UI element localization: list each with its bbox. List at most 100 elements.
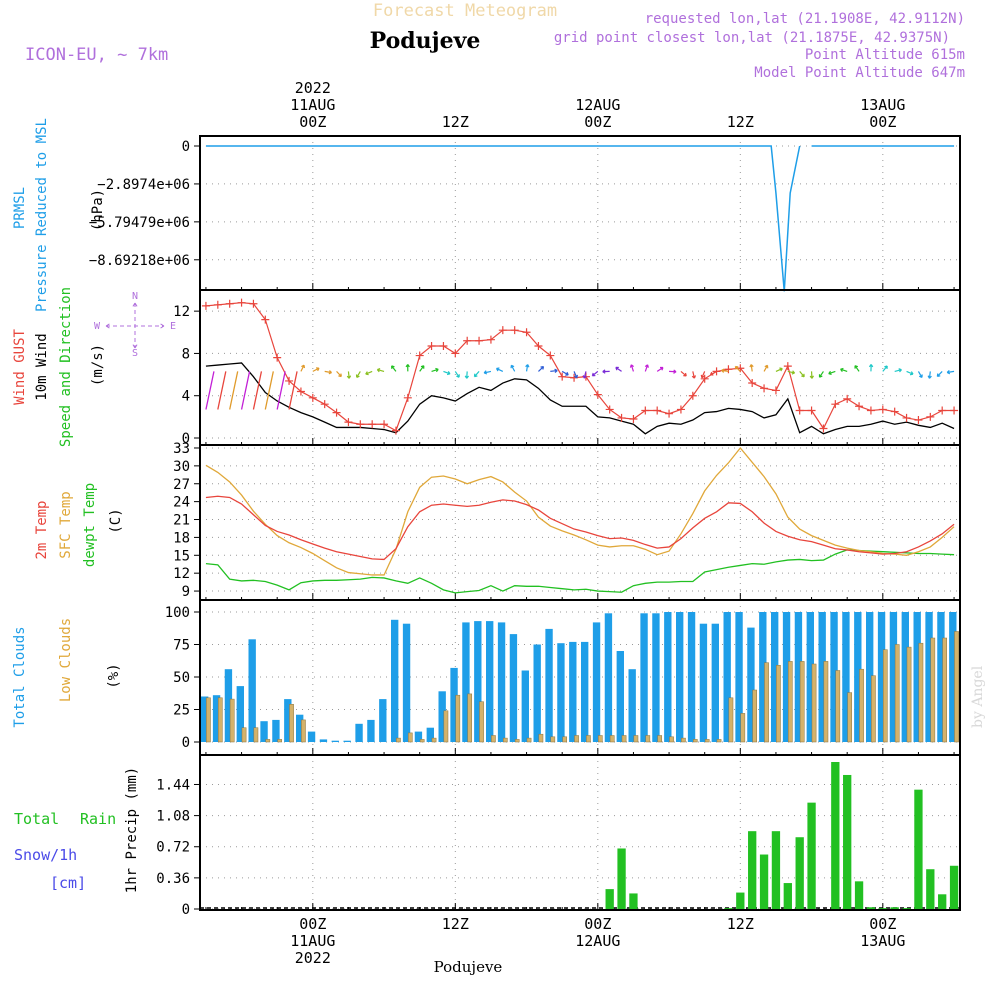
wind-gust-marker (617, 413, 626, 422)
clouds-label-low: Low Clouds (58, 618, 74, 702)
time-label-bottom: 2022 (295, 949, 331, 967)
wind-direction-arrow (894, 368, 902, 373)
total-cloud-bar (818, 612, 826, 742)
wind-gust-marker (498, 326, 507, 335)
wind-direction-arrow (775, 367, 783, 372)
low-cloud-bar (752, 689, 757, 743)
pressure-label-prmsl: PRMSL (12, 187, 28, 229)
wind-ytick-label: 12 (173, 304, 190, 320)
wind-gust-marker (534, 342, 543, 351)
temp-unit: (C) (108, 508, 124, 533)
wind-gust-marker (296, 387, 305, 396)
wind-gust-marker (380, 420, 389, 429)
wind-direction-arrow (276, 371, 286, 410)
total-cloud-bar (331, 740, 339, 742)
wind-gust-line (205, 302, 955, 432)
wind-gust-marker (878, 405, 887, 414)
time-axis-top: 202211AUG00Z12Z12AUG00Z12Z13AUG00Z12Z (290, 79, 905, 131)
low-cloud-bar (491, 735, 496, 743)
wind-direction-arrow (240, 371, 251, 410)
wind-gust-marker (665, 409, 674, 418)
pressure-ytick-label: −8.69218e+06 (89, 253, 190, 269)
total-cloud-bar (486, 621, 494, 742)
rain-bar (748, 831, 757, 909)
clouds-label-total: Total Clouds (12, 626, 28, 727)
precip-label-total: Total (14, 810, 59, 828)
total-cloud-bar (272, 719, 280, 742)
rain-bar (914, 789, 923, 909)
time-label-top: 12Z (442, 113, 469, 131)
low-cloud-bar (906, 646, 912, 743)
pressure-label-desc: Pressure Reduced to MSL (34, 118, 50, 312)
wind-frame (199, 289, 961, 446)
rain-bar (866, 907, 876, 909)
low-cloud-bar (787, 661, 793, 743)
wind-gust-marker (855, 402, 864, 411)
precip-ytick-label: 1.08 (156, 809, 190, 825)
wind-direction-arrow (288, 371, 298, 410)
low-cloud-bar (823, 661, 829, 743)
pressure-ytick-label: −5.79479e+06 (89, 215, 190, 231)
time-label-top: 13AUG (860, 96, 905, 114)
wind-gust-marker (225, 299, 234, 308)
time-label-bottom: 12Z (727, 915, 754, 933)
time-label-top: 12Z (727, 113, 754, 131)
rain-bar (949, 865, 959, 909)
wind-direction-arrow (691, 371, 697, 379)
total-cloud-bar (640, 613, 648, 742)
rain-bar (854, 881, 864, 909)
wind-ytick-label: 0 (182, 431, 190, 447)
wind-direction-arrow (538, 365, 545, 372)
precip-unit: 1hr Precip (mm) (124, 767, 140, 893)
wind-gust-marker (950, 406, 959, 415)
wind-label-wind: 10m Wind (34, 333, 50, 400)
rain-bar (807, 802, 816, 909)
total-cloud-bar (735, 612, 743, 742)
low-cloud-bar (835, 670, 841, 743)
wind-direction-arrow (680, 370, 687, 377)
wind-gust-marker (510, 326, 519, 335)
rain-bar (843, 774, 852, 909)
wind-gust-marker (890, 407, 899, 416)
low-cloud-bar (657, 735, 662, 743)
wind-direction-arrow (312, 367, 320, 372)
temp-frame (199, 444, 961, 601)
wind-direction-arrow (365, 370, 373, 376)
time-label-bottom: 00Z (299, 915, 326, 933)
total-cloud-bar (248, 639, 256, 742)
total-cloud-bar (664, 612, 672, 742)
precip-label-snow: Snow/1h (14, 846, 77, 864)
wind-gust-marker (843, 394, 852, 403)
total-cloud-bar (854, 612, 862, 742)
low-cloud-bar (562, 736, 567, 743)
wind-direction-arrow (721, 368, 729, 373)
rain-bar (831, 762, 840, 909)
wind-direction-arrow (818, 371, 824, 378)
total-cloud-bar (699, 623, 708, 742)
total-cloud-bar (889, 612, 898, 742)
total-cloud-bar (307, 731, 316, 742)
total-cloud-bar (949, 612, 957, 742)
low-cloud-bar (217, 697, 223, 743)
pressure-ytick-label: 0 (182, 139, 190, 155)
clouds-ytick-label: 0 (182, 735, 190, 751)
wind-gust-marker (760, 384, 769, 393)
time-axis-bottom: 00Z11AUG202212Z00Z12AUG12Z00Z13AUG12Z (290, 915, 905, 967)
clouds-ytick-label: 75 (173, 638, 190, 654)
total-cloud-bar (426, 727, 434, 742)
compass-east: E (170, 321, 176, 332)
precip-ytick-label: 0.72 (156, 840, 190, 856)
wind-gust-marker (807, 406, 816, 415)
precip-ytick-label: 0.36 (156, 871, 190, 887)
clouds-ytick-label: 100 (165, 605, 190, 621)
low-cloud-bar (847, 692, 852, 743)
total-cloud-bar (391, 619, 399, 742)
compass-west: W (94, 321, 101, 332)
chart-title: Forecast Meteogram (373, 1, 557, 21)
low-cloud-bar (289, 704, 294, 743)
temp-ytick-label: 12 (173, 566, 190, 582)
low-cloud-bar (871, 675, 876, 743)
time-label-bottom: 13AUG (860, 932, 905, 950)
total-cloud-bar (260, 721, 268, 742)
wind-gust-marker (676, 405, 685, 414)
